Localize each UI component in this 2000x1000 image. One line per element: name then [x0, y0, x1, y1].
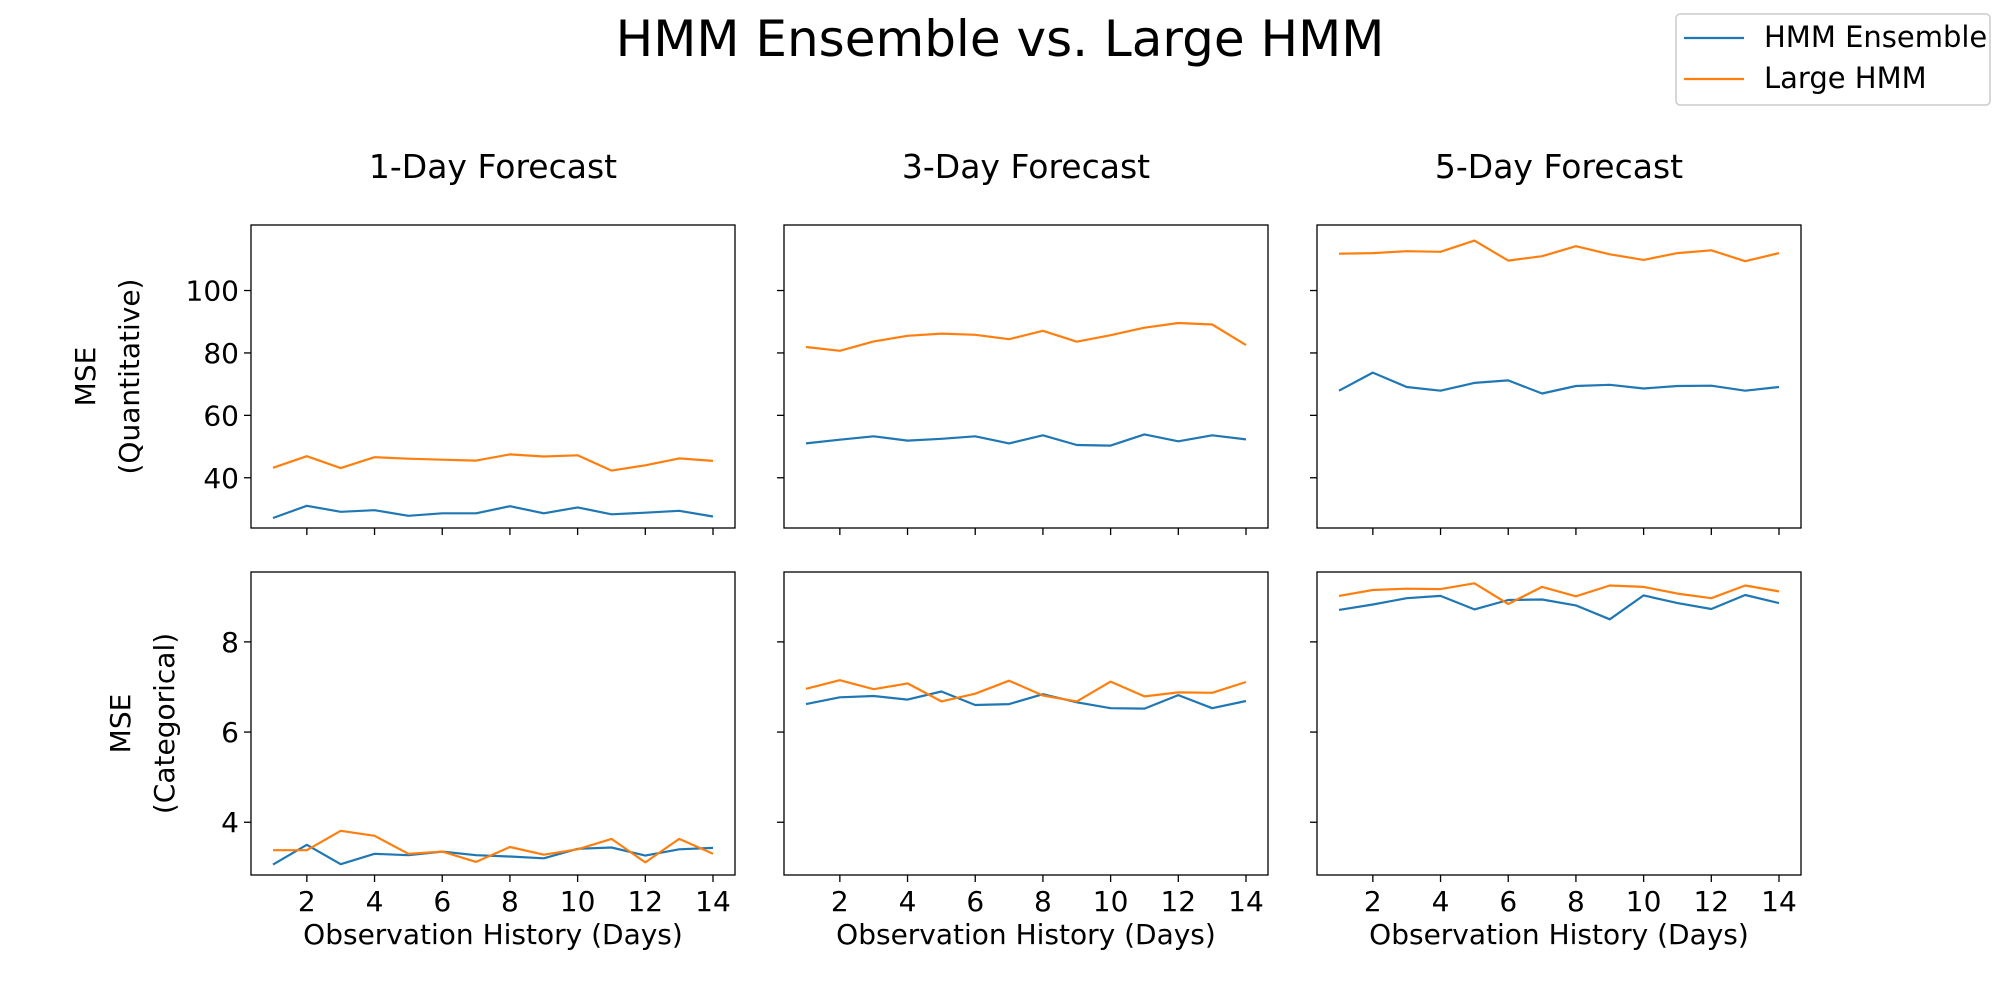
plot-frame [1316, 571, 1802, 876]
panel-row2-col3: 2 4 6 8 10 12 14 Observation History (Days) [1310, 571, 1802, 951]
series-line-hmm-ensemble [1338, 593, 1780, 621]
x-tick-label: 2 [831, 885, 849, 918]
y-tick-label: 80 [203, 337, 239, 370]
series-line-hmm-ensemble [1338, 371, 1780, 395]
x-tick-label: 6 [1499, 885, 1517, 918]
series-line-hmm-ensemble [272, 843, 714, 866]
panel-row1-col1: 40 60 80 100 1-Day Forecast MSE (Quantitative) [69, 147, 736, 535]
legend: HMM Ensemble Large HMM [1675, 13, 1991, 106]
series-line-large-hmm [1338, 582, 1780, 606]
panel-title: 5-Day Forecast [1435, 147, 1683, 186]
x-tick-label: 10 [560, 885, 596, 918]
series-line-large-hmm [805, 321, 1247, 352]
panel-row1-col2: 3-Day Forecast [777, 147, 1269, 535]
plot-frame [250, 224, 736, 529]
series-line-large-hmm [805, 679, 1247, 703]
x-tick-label: 8 [501, 885, 519, 918]
legend-frame [1675, 13, 1991, 106]
plot-frame [783, 224, 1269, 529]
y-axis-label: MSE (Categorical) [104, 633, 181, 814]
x-tick-label: 8 [1034, 885, 1052, 918]
plot-frame [250, 571, 736, 876]
x-axis-label: Observation History (Days) [303, 918, 683, 951]
y-axis-label-line: (Quantitative) [113, 279, 146, 475]
x-tick-label: 10 [1626, 885, 1662, 918]
x-axis-label: Observation History (Days) [836, 918, 1216, 951]
legend-label-hmm-ensemble: HMM Ensemble [1764, 20, 1987, 54]
subplot-grid: 40 60 80 100 1-Day Forecast MSE (Quantitative)… [69, 147, 1802, 951]
x-tick-label: 6 [966, 885, 984, 918]
series-line-large-hmm [273, 829, 714, 864]
y-tick-label: 8 [221, 626, 239, 659]
x-tick-label: 2 [1364, 885, 1382, 918]
x-tick-label: 4 [1432, 885, 1450, 918]
y-tick-label: 60 [203, 399, 239, 432]
y-axis-label-line: MSE [104, 694, 137, 754]
x-tick-label: 14 [695, 885, 731, 918]
y-axis-label: MSE (Quantitative) [69, 279, 146, 475]
series-line-hmm-ensemble [272, 504, 714, 520]
figure-title: HMM Ensemble vs. Large HMM [616, 10, 1385, 68]
x-tick-label: 14 [1761, 885, 1797, 918]
y-tick-label: 40 [203, 462, 239, 495]
y-axis-label-line: MSE [69, 347, 102, 407]
x-tick-label: 6 [433, 885, 451, 918]
panel-title: 3-Day Forecast [902, 147, 1150, 186]
x-tick-label: 4 [366, 885, 384, 918]
x-tick-label: 12 [1160, 885, 1196, 918]
series-line-large-hmm [1338, 239, 1780, 263]
x-tick-label: 12 [1693, 885, 1729, 918]
x-axis-label: Observation History (Days) [1369, 918, 1749, 951]
x-tick-label: 14 [1228, 885, 1264, 918]
y-tick-label: 4 [221, 806, 239, 839]
y-tick-label: 100 [186, 275, 239, 308]
series-line-hmm-ensemble [805, 433, 1247, 447]
y-tick-label: 6 [221, 716, 239, 749]
series-line-hmm-ensemble [805, 690, 1247, 710]
y-axis-label-line: (Categorical) [148, 633, 181, 814]
legend-label-large-hmm: Large HMM [1764, 61, 1927, 95]
panel-row1-col3: 5-Day Forecast [1310, 147, 1802, 535]
plot-frame [783, 571, 1269, 876]
panel-row2-col2: 2 4 6 8 10 12 14 Observation History (Days) [777, 571, 1269, 951]
x-tick-label: 12 [627, 885, 663, 918]
series-line-large-hmm [272, 453, 714, 472]
panel-title: 1-Day Forecast [369, 147, 617, 186]
plot-frame [1316, 224, 1802, 529]
x-tick-label: 10 [1093, 885, 1129, 918]
x-tick-label: 2 [298, 885, 316, 918]
x-tick-label: 4 [899, 885, 917, 918]
x-tick-label: 8 [1567, 885, 1585, 918]
